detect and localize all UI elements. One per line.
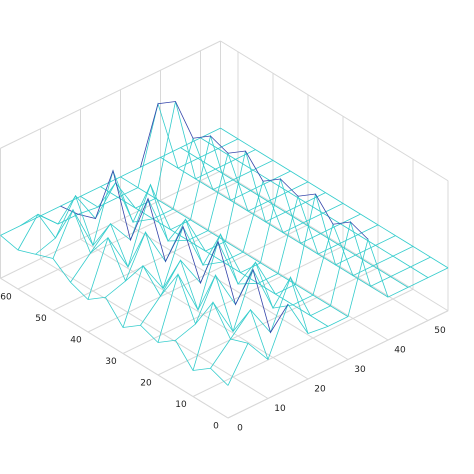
tick-labels: 0 10 20 30 40 50 0 10 20 30 40 50 60 (0, 293, 446, 434)
x-tick-label: 50 (434, 326, 446, 336)
mesh-column (60, 169, 289, 334)
mesh-row (35, 101, 256, 255)
grid-line (192, 288, 414, 397)
y-tick-label: 20 (140, 379, 152, 389)
y-tick-label: 10 (175, 400, 187, 410)
mesh-row (210, 220, 431, 369)
box-edge (220, 40, 449, 182)
grid-line (120, 219, 349, 360)
x-tick-label: 20 (314, 385, 326, 395)
grid-line (200, 180, 429, 321)
y-tick-label: 0 (213, 422, 219, 432)
x-tick-label: 0 (237, 424, 243, 434)
y-tick-label: 30 (105, 357, 117, 367)
grid-line (160, 199, 389, 341)
grid-line (227, 310, 449, 419)
y-tick-label: 40 (70, 336, 82, 346)
mesh-row (70, 134, 291, 283)
grid-line (17, 181, 239, 290)
axes-box (0, 40, 449, 419)
y-tick-label: 50 (35, 314, 47, 324)
x-tick-label: 30 (354, 365, 366, 375)
grid-line (122, 245, 344, 354)
mesh-column (0, 235, 229, 386)
x-tick-label: 40 (394, 346, 406, 356)
mesh-column (160, 157, 389, 298)
grid-line (52, 202, 274, 311)
x-tick-label: 10 (274, 404, 286, 414)
grid-line (157, 267, 379, 376)
mesh-row (175, 193, 396, 341)
mesh-column (180, 147, 409, 288)
mesh-row (227, 237, 449, 386)
grid-line (0, 277, 229, 419)
grid-line (87, 224, 309, 333)
y-tick-label: 60 (0, 293, 12, 303)
mesh-row (87, 151, 309, 300)
mesh-row (157, 194, 379, 343)
mesh-column (20, 208, 249, 344)
mesh-surface (0, 101, 449, 386)
mesh-row (0, 127, 221, 236)
mesh-column (220, 127, 449, 269)
mesh-column (140, 101, 369, 240)
mesh-column (200, 137, 429, 278)
box-edge (220, 170, 449, 312)
mesh-column (40, 194, 269, 360)
grid-line (40, 258, 269, 399)
mesh-row (192, 222, 414, 371)
mesh-column (120, 176, 349, 317)
box-edge (0, 40, 221, 149)
mesh-column (80, 181, 309, 334)
